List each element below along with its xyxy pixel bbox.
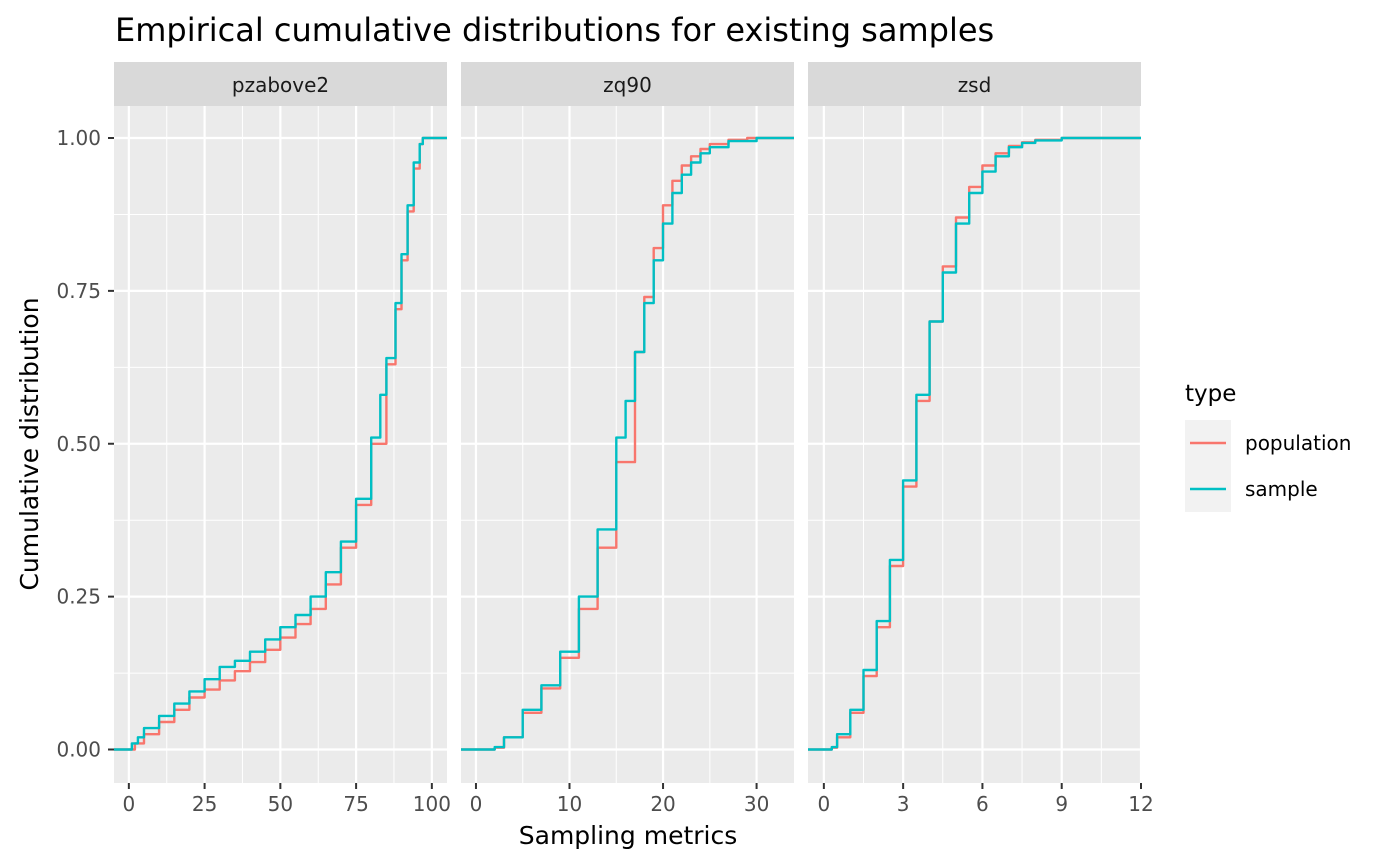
y-tick-label: 0.75: [56, 279, 101, 303]
facet-strip: [808, 62, 1141, 106]
x-tick-label: 10: [557, 792, 582, 816]
facet-strip: [461, 62, 794, 106]
y-tick-label: 0.25: [56, 585, 101, 609]
x-tick-label: 20: [650, 792, 675, 816]
x-axis-title: Sampling metrics: [519, 821, 738, 850]
legend: type population sample: [1185, 381, 1351, 512]
facet-strip: [114, 62, 447, 106]
legend-entries: population sample: [1185, 420, 1351, 512]
x-tick-label: 30: [744, 792, 769, 816]
facet-panels: pzabove2 0 25 50 75 100 zq90 0 10 20 30 zsd 0 3 6 9 12: [114, 62, 1154, 816]
y-tick-label: 1.00: [56, 126, 101, 150]
x-tick-label: 3: [897, 792, 910, 816]
x-tick-label: 75: [343, 792, 368, 816]
y-axis: 0.00 0.25 0.50 0.75 1.00: [56, 126, 114, 762]
facet-strip-label: pzabove2: [232, 73, 329, 97]
legend-label-sample: sample: [1245, 477, 1318, 501]
x-tick-label: 100: [413, 792, 451, 816]
x-tick-label: 0: [817, 792, 830, 816]
x-tick-label: 12: [1128, 792, 1153, 816]
x-tick-label: 25: [192, 792, 217, 816]
series-line-sample: [114, 136, 447, 751]
chart-title: Empirical cumulative distributions for e…: [115, 11, 994, 49]
x-tick-label: 0: [470, 792, 483, 816]
y-tick-label: 0.50: [56, 432, 101, 456]
series-line-sample: [461, 136, 794, 751]
x-tick-label: 50: [268, 792, 293, 816]
legend-title: type: [1185, 381, 1236, 407]
y-axis-title: Cumulative distribution: [15, 297, 44, 590]
facet-panel-zsd: zsd 0 3 6 9 12: [808, 62, 1154, 816]
facet-panel-pzabove2: pzabove2 0 25 50 75 100: [114, 62, 451, 816]
y-tick-label: 0.00: [56, 738, 101, 762]
facet-strip-label: zq90: [603, 73, 652, 97]
facet-panel-zq90: zq90 0 10 20 30: [461, 62, 794, 816]
x-tick-label: 6: [976, 792, 989, 816]
legend-label-population: population: [1245, 431, 1351, 455]
x-tick-label: 0: [122, 792, 135, 816]
facet-strip-label: zsd: [958, 73, 992, 97]
series-line-sample: [808, 136, 1141, 751]
x-tick-label: 9: [1055, 792, 1068, 816]
